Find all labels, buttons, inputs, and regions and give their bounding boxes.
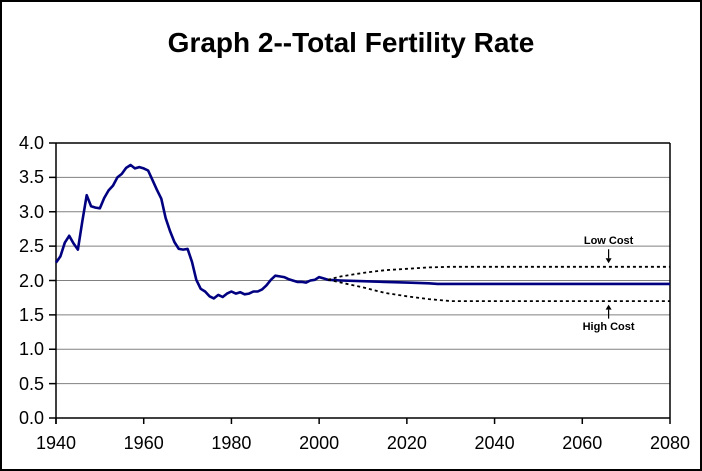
y-tick-label: 3.5 [18, 167, 44, 188]
x-tick-label: 1960 [123, 433, 164, 453]
annotation-arrow-head [605, 258, 612, 264]
y-tick-label: 1.5 [18, 304, 44, 325]
x-tick-label: 1980 [211, 433, 252, 453]
y-tick-label: 1.0 [18, 339, 44, 360]
y-tick-label: 2.0 [18, 270, 44, 291]
x-tick-label: 2040 [474, 433, 515, 453]
y-tick-label: 3.0 [18, 201, 44, 222]
tfr-line-dotted [327, 278, 670, 303]
y-tick-label: 0.0 [18, 408, 44, 428]
low-cost-annotation-label: Low Cost [583, 235, 634, 248]
x-tick-label: 2020 [386, 433, 427, 453]
y-tick-label: 4.0 [18, 133, 44, 153]
high-cost-annotation-label: High Cost [582, 320, 635, 333]
chart-title: Graph 2--Total Fertility Rate [167, 27, 535, 58]
x-tick-label: 1940 [35, 433, 77, 453]
tfr-line-solid [54, 163, 670, 300]
y-tick-label: 2.5 [18, 236, 44, 257]
tfr-line-dotted [327, 265, 670, 281]
x-tick-label: 2000 [299, 433, 340, 453]
x-tick-label: 2060 [562, 433, 603, 453]
x-tick-label: 2080 [649, 433, 691, 453]
y-tick-label: 0.5 [18, 373, 44, 394]
annotation-arrow-head [605, 304, 612, 310]
